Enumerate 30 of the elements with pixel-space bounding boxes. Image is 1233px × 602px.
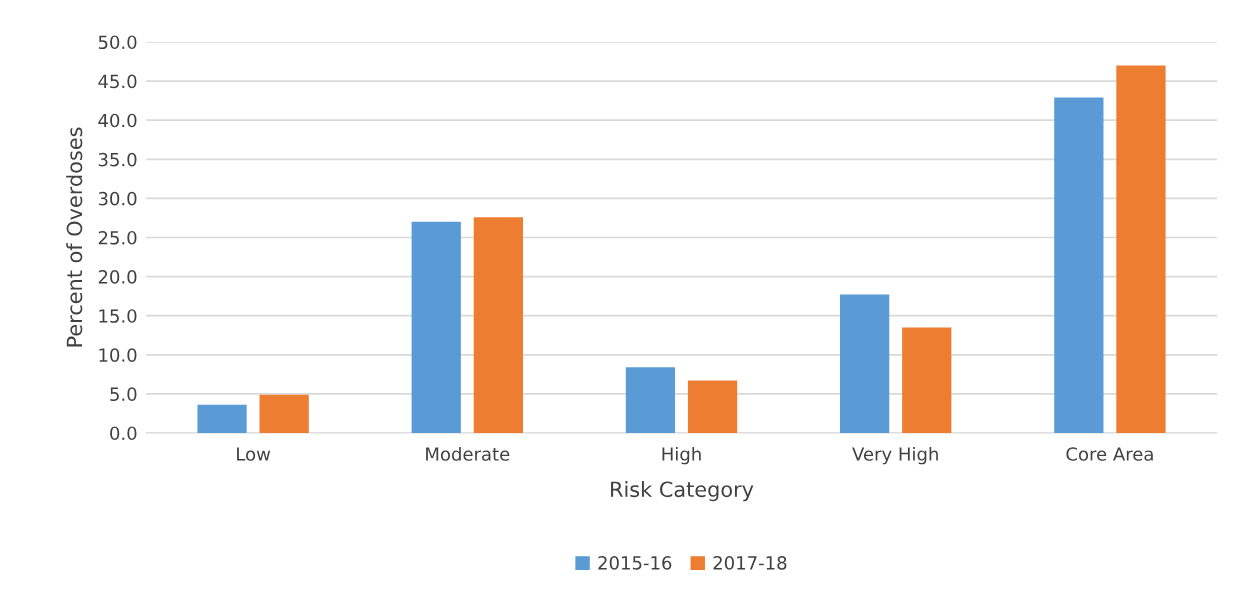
- y-tick-label: 35.0: [98, 152, 137, 167]
- bar: [1116, 65, 1166, 433]
- x-tick-label: Very High: [852, 446, 938, 465]
- bar: [687, 380, 738, 433]
- bar: [840, 294, 890, 433]
- bar: [625, 367, 676, 433]
- y-axis-title: Percent of Overdoses: [66, 127, 83, 347]
- legend-label: 2017-18: [713, 555, 787, 570]
- bar: [411, 221, 461, 433]
- bar: [259, 394, 309, 433]
- x-axis-title: Risk Category: [611, 481, 754, 502]
- y-tick-label: 50.0: [98, 35, 137, 50]
- x-tick-label: High: [662, 446, 701, 465]
- x-tick-label: Core Area: [1066, 447, 1153, 461]
- bar: [197, 404, 247, 433]
- y-tick-label: 20.0: [98, 270, 137, 284]
- y-tick-label: 25.0: [98, 230, 137, 245]
- y-tick-label: 10.0: [99, 348, 137, 362]
- y-tick-label: 40.0: [98, 113, 137, 128]
- y-tick-label: 15.0: [99, 309, 137, 323]
- legend-label: 2015-16: [598, 555, 672, 570]
- y-tick-label: 5.0: [110, 387, 137, 402]
- bar: [1054, 97, 1104, 433]
- x-tick-label: Low: [237, 447, 271, 461]
- x-tick-label: Moderate: [426, 446, 510, 461]
- y-tick-label: 45.0: [98, 74, 137, 89]
- bar: [902, 327, 952, 433]
- y-tick-label: 0.0: [110, 426, 137, 441]
- y-tick-label: 30.0: [98, 191, 137, 206]
- bar: [473, 217, 523, 433]
